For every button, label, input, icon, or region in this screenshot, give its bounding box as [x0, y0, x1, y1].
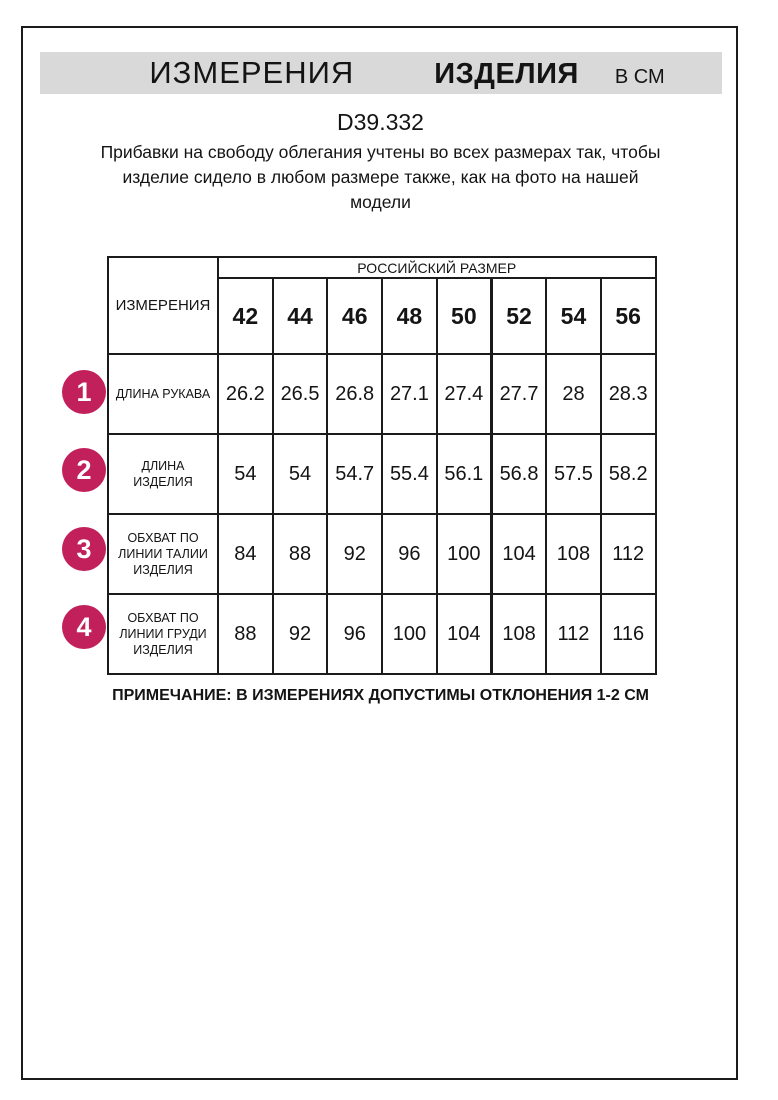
table-cell: 28.3	[599, 353, 657, 435]
table-cell: 108	[489, 593, 548, 675]
size-header-42: 42	[217, 277, 274, 355]
table-cell: 84	[217, 513, 274, 595]
table-cell: 104	[489, 513, 548, 595]
page-title-word-measurements: ИЗМЕРЕНИЯ	[149, 55, 355, 90]
row-number-badge: 4	[62, 605, 106, 649]
table-cell: 54.7	[326, 433, 384, 515]
page-title-word-product: ИЗДЕЛИЯ	[434, 58, 579, 90]
size-header-52: 52	[489, 277, 548, 355]
table-row-waist-girth: ОБХВАТ ПО ЛИНИИ ТАЛИИ ИЗДЕЛИЯ 84 88 92 9…	[107, 513, 657, 595]
table-cell: 54	[217, 433, 274, 515]
size-header-48: 48	[381, 277, 438, 355]
table-cell: 112	[599, 513, 657, 595]
table-cell: 26.2	[217, 353, 274, 435]
row-label: ДЛИНА РУКАВА	[107, 353, 219, 435]
table-cell: 88	[271, 513, 329, 595]
product-code: D39.332	[337, 109, 424, 135]
measure-column-header: ИЗМЕРЕНИЯ	[107, 256, 219, 355]
table-cell: 92	[326, 513, 384, 595]
size-header-54: 54	[545, 277, 602, 355]
table-group-header-row: ИЗМЕРЕНИЯ РОССИЙСКИЙ РАЗМЕР	[107, 256, 657, 355]
table-cell: 26.5	[271, 353, 329, 435]
table-cell: 112	[545, 593, 602, 675]
table-sizes-row: 42 44 46 48 50 52 54 56	[108, 277, 657, 355]
size-header-56: 56	[599, 277, 657, 355]
table-cell: 96	[381, 513, 438, 595]
table-cell: 27.4	[435, 353, 493, 435]
size-header-46: 46	[326, 277, 384, 355]
table-cell: 96	[326, 593, 384, 675]
russian-size-group-header: РОССИЙСКИЙ РАЗМЕР	[217, 256, 657, 279]
table-cell: 27.7	[489, 353, 548, 435]
table-cell: 26.8	[326, 353, 384, 435]
row-number-badge: 2	[62, 448, 106, 492]
row-number-badge: 1	[62, 370, 106, 414]
table-cell: 100	[381, 593, 438, 675]
table-cell: 28	[545, 353, 602, 435]
row-label: ОБХВАТ ПО ЛИНИИ ГРУДИ ИЗДЕЛИЯ	[107, 593, 219, 675]
table-cell: 27.1	[381, 353, 438, 435]
fit-description: Прибавки на свободу облегания учтены во …	[100, 142, 661, 212]
page-title-unit: В СМ	[614, 66, 665, 88]
table-cell: 57.5	[545, 433, 602, 515]
row-label: ОБХВАТ ПО ЛИНИИ ТАЛИИ ИЗДЕЛИЯ	[107, 513, 219, 595]
row-number-badge: 3	[62, 527, 106, 571]
size-header-44: 44	[271, 277, 329, 355]
title-bar: ИЗМЕРЕНИЯ ИЗДЕЛИЯ В СМ	[40, 52, 722, 94]
table-cell: 92	[271, 593, 329, 675]
table-row-item-length: ДЛИНА ИЗДЕЛИЯ 54 54 54.7 55.4 56.1 56.8 …	[107, 433, 657, 515]
table-row-chest-girth: ОБХВАТ ПО ЛИНИИ ГРУДИ ИЗДЕЛИЯ 88 92 96 1…	[107, 593, 657, 675]
table-cell: 56.1	[435, 433, 493, 515]
table-cell: 100	[435, 513, 493, 595]
table-cell: 108	[545, 513, 602, 595]
table-cell: 55.4	[381, 433, 438, 515]
table-row-sleeve-length: ДЛИНА РУКАВА 26.2 26.5 26.8 27.1 27.4 27…	[107, 353, 657, 435]
size-header-50: 50	[435, 277, 493, 355]
size-table: ИЗМЕРЕНИЯ РОССИЙСКИЙ РАЗМЕР 42 44 46 48 …	[107, 256, 657, 675]
table-cell: 88	[217, 593, 274, 675]
title-bar-text: ИЗМЕРЕНИЯ ИЗДЕЛИЯ В СМ	[149, 55, 664, 91]
table-cell: 58.2	[599, 433, 657, 515]
table-cell: 56.8	[489, 433, 548, 515]
table-cell: 104	[435, 593, 493, 675]
row-label: ДЛИНА ИЗДЕЛИЯ	[107, 433, 219, 515]
table-cell: 116	[599, 593, 657, 675]
tolerance-note: ПРИМЕЧАНИЕ: В ИЗМЕРЕНИЯХ ДОПУСТИМЫ ОТКЛО…	[112, 687, 649, 704]
table-cell: 54	[271, 433, 329, 515]
